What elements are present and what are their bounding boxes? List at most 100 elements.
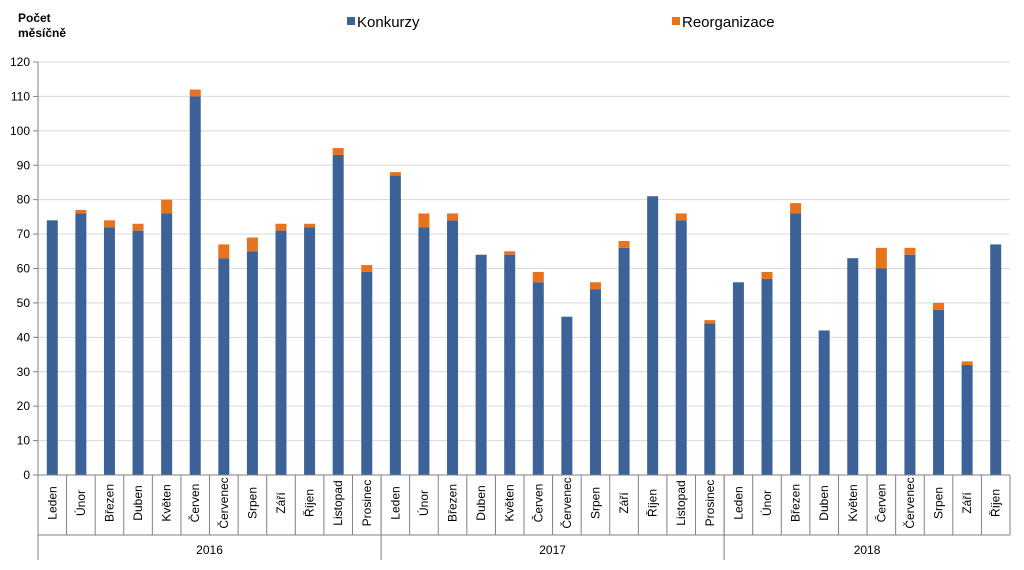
bar-konkurzy	[504, 254, 516, 475]
bar-konkurzy	[675, 220, 687, 475]
bar-konkurzy	[961, 364, 973, 475]
x-category-label: Červen	[187, 484, 202, 523]
x-category-label: Říjen	[988, 489, 1003, 517]
x-category-label: Říjen	[645, 489, 660, 517]
x-category-label: Květen	[160, 484, 174, 521]
bar-konkurzy	[103, 227, 115, 475]
bar-reorganizace	[275, 223, 287, 231]
bar-reorganizace	[933, 302, 945, 310]
bar-konkurzy	[990, 244, 1002, 475]
bar-konkurzy	[847, 258, 859, 475]
bar-konkurzy	[132, 230, 144, 475]
x-category-label: Únor	[759, 490, 774, 516]
x-category-label: Červen	[873, 484, 888, 523]
x-category-label: Leden	[388, 486, 402, 519]
bar-reorganizace	[618, 240, 630, 248]
y-tick-label: 40	[17, 330, 31, 344]
bar-konkurzy	[218, 258, 230, 475]
bars	[46, 89, 1002, 476]
bar-reorganizace	[161, 199, 173, 214]
bar-konkurzy	[704, 323, 716, 475]
y-tick-label: 50	[17, 296, 31, 310]
y-axis-label-line: měsíčně	[18, 26, 66, 40]
x-year-label: 2018	[854, 543, 881, 557]
bar-konkurzy	[875, 268, 887, 475]
y-tick-label: 60	[17, 262, 31, 276]
x-category-label: Březen	[446, 484, 460, 522]
x-category-label: Červenec	[902, 477, 917, 528]
x-category-label: Červen	[530, 484, 545, 523]
y-tick-label: 10	[17, 434, 31, 448]
bar-reorganizace	[790, 203, 802, 214]
bar-reorganizace	[961, 361, 973, 365]
x-category-label: Březen	[789, 484, 803, 522]
x-category-label: Říjen	[302, 489, 317, 517]
bar-konkurzy	[761, 278, 773, 475]
legend-label-reorganizace: Reorganizace	[682, 14, 775, 31]
x-category-label: Duben	[474, 485, 488, 520]
x-category-label: Únor	[73, 490, 88, 516]
bar-konkurzy	[189, 96, 201, 476]
x-category-label: Prosinec	[360, 480, 374, 527]
y-tick-label: 30	[17, 365, 31, 379]
bar-reorganizace	[875, 247, 887, 269]
x-category-label: Březen	[102, 484, 116, 522]
x-axis: Leden Únor Březen Duben Květen Červen Červenec…	[37, 62, 1011, 560]
x-year-label: 2016	[196, 543, 223, 557]
bar-konkurzy	[246, 251, 258, 475]
legend-swatch-reorganizace	[672, 17, 680, 25]
legend-swatch-konkurzy	[347, 17, 355, 25]
bar-reorganizace	[389, 172, 401, 176]
bar-konkurzy	[418, 227, 430, 475]
x-category-label: Listopad	[674, 480, 688, 525]
bar-konkurzy	[561, 316, 573, 475]
bar-reorganizace	[246, 237, 258, 252]
x-category-label: Duben	[817, 485, 831, 520]
x-category-label: Září	[274, 492, 288, 514]
y-tick-label: 120	[10, 55, 30, 69]
bar-reorganizace	[132, 223, 144, 231]
bar-konkurzy	[161, 213, 173, 475]
bar-reorganizace	[904, 247, 916, 255]
x-category-label: Leden	[45, 486, 59, 519]
y-tick-label: 70	[17, 227, 31, 241]
x-category-label: Listopad	[331, 480, 345, 525]
y-tick-label: 80	[17, 193, 31, 207]
y-tick-label: 90	[17, 158, 31, 172]
bar-konkurzy	[904, 254, 916, 475]
x-category-label: Září	[617, 492, 631, 514]
bar-reorganizace	[218, 244, 230, 259]
x-category-label: Srpen	[932, 487, 946, 519]
bar-konkurzy	[304, 227, 316, 475]
y-axis-ticks: 0 10 20 30 40 50 60 70 80 90 100 110 120	[10, 55, 38, 482]
bar-konkurzy	[75, 213, 87, 475]
bar-reorganizace	[75, 209, 87, 214]
bar-reorganizace	[304, 223, 316, 228]
bar-reorganizace	[504, 251, 516, 255]
x-category-label: Únor	[416, 490, 431, 516]
bar-konkurzy	[447, 220, 459, 475]
bar-reorganizace	[418, 213, 430, 228]
gridlines	[38, 61, 1010, 442]
x-category-label: Leden	[731, 486, 745, 519]
x-category-label: Srpen	[588, 487, 602, 519]
bar-reorganizace	[761, 271, 773, 279]
bar-konkurzy	[361, 271, 373, 475]
y-tick-label: 20	[17, 399, 31, 413]
bar-reorganizace	[532, 271, 544, 283]
bar-konkurzy	[647, 196, 659, 475]
bar-konkurzy	[790, 213, 802, 475]
x-year-label: 2017	[539, 543, 566, 557]
y-tick-label: 0	[23, 468, 30, 482]
bar-konkurzy	[618, 247, 630, 475]
bar-reorganizace	[332, 148, 344, 155]
x-category-label: Září	[960, 492, 974, 514]
bar-reorganizace	[189, 89, 201, 97]
legend-label-konkurzy: Konkurzy	[357, 14, 420, 31]
bar-reorganizace	[704, 320, 716, 324]
x-category-label: Červenec	[216, 477, 231, 528]
bar-reorganizace	[103, 220, 115, 228]
bar-reorganizace	[675, 213, 687, 221]
